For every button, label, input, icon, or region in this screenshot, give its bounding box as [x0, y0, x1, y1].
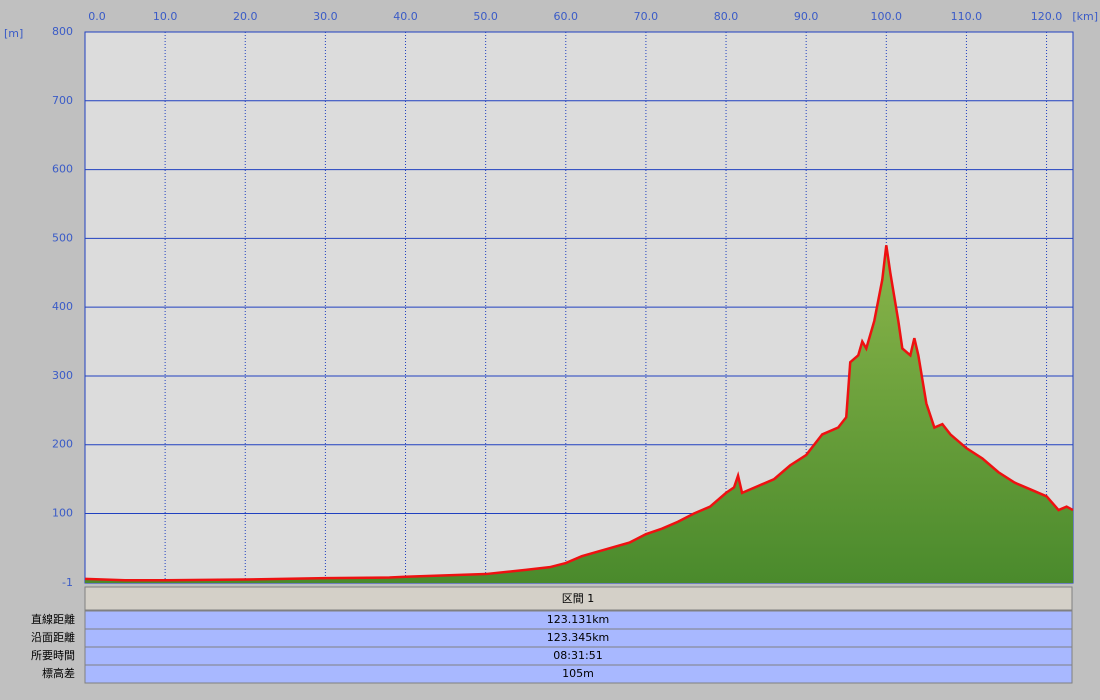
- x-tick-label: 0.0: [88, 10, 106, 23]
- row-value: 08:31:51: [553, 649, 602, 662]
- y-tick-label: 200: [52, 438, 73, 451]
- x-tick-label: 80.0: [714, 10, 739, 23]
- x-tick-label: 110.0: [951, 10, 983, 23]
- x-tick-label: 20.0: [233, 10, 258, 23]
- x-tick-label: 70.0: [634, 10, 659, 23]
- table-header: 区間 1: [562, 592, 595, 605]
- y-tick-label: -1: [62, 576, 73, 589]
- x-tick-label: 50.0: [473, 10, 498, 23]
- table-header-bg: [84, 586, 1073, 611]
- row-label: 直線距離: [31, 612, 75, 626]
- row-label: 標高差: [42, 666, 75, 680]
- y-tick-label: 600: [52, 163, 73, 176]
- y-tick-label: 400: [52, 300, 73, 313]
- y-tick-label: 500: [52, 231, 73, 244]
- row-value: 123.131km: [547, 613, 610, 626]
- row-label: 沿面距離: [31, 630, 75, 644]
- row-value: 123.345km: [547, 631, 610, 644]
- y-tick-label: 100: [52, 507, 73, 520]
- x-tick-label: 90.0: [794, 10, 819, 23]
- elevation-line: [84, 245, 1074, 582]
- x-tick-label: 120.0: [1031, 10, 1063, 23]
- y-tick-label: 800: [52, 25, 73, 38]
- row-label: 所要時間: [31, 649, 75, 662]
- y-unit: [m]: [4, 27, 23, 40]
- table-row-bg: [84, 664, 1073, 684]
- x-tick-label: 30.0: [313, 10, 338, 23]
- x-tick-label: 40.0: [393, 10, 418, 23]
- x-unit: [km]: [1072, 10, 1098, 23]
- y-tick-label: 300: [52, 369, 73, 382]
- row-value: 105m: [562, 667, 594, 680]
- x-tick-label: 60.0: [554, 10, 579, 23]
- x-tick-label: 10.0: [153, 10, 178, 23]
- x-tick-label: 100.0: [871, 10, 903, 23]
- elevation-area: [85, 245, 1073, 583]
- y-tick-label: 700: [52, 94, 73, 107]
